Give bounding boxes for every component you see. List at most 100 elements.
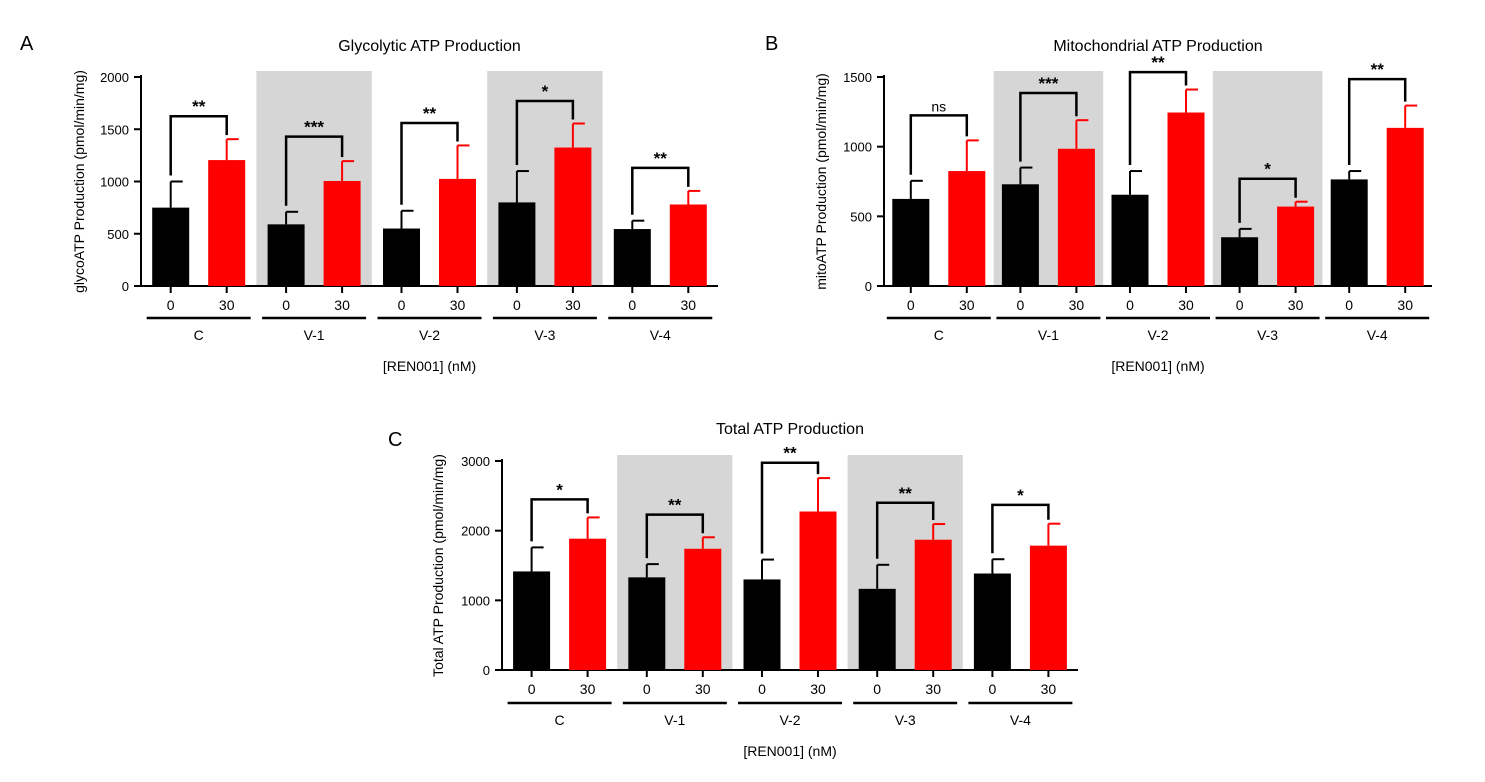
dose-label: 30 bbox=[219, 297, 235, 313]
bar-v-4-0 bbox=[973, 573, 1011, 670]
significance-bracket bbox=[1238, 177, 1297, 223]
group-label-v-1: V-1 bbox=[1038, 327, 1059, 343]
group-label-c: C bbox=[194, 327, 204, 343]
bar-v-4-0 bbox=[613, 229, 651, 286]
x-axis-label: [REN001] (nM) bbox=[743, 743, 836, 759]
significance-bracket bbox=[1128, 70, 1188, 166]
y-tick-label: 0 bbox=[122, 279, 129, 294]
dose-label: 0 bbox=[758, 681, 766, 697]
bar-c-30 bbox=[208, 160, 246, 286]
y-axis-label: glycoATP Production (pmol/min/mg) bbox=[71, 70, 87, 293]
group-label-v-1: V-1 bbox=[664, 712, 685, 728]
bar-v-3-30 bbox=[1277, 206, 1315, 286]
bar-v-4-30 bbox=[1386, 127, 1424, 287]
dose-label: 30 bbox=[450, 297, 466, 313]
significance-label: * bbox=[1264, 160, 1271, 179]
bar-v-3-0 bbox=[498, 202, 536, 286]
dose-label: 30 bbox=[810, 681, 826, 697]
significance-bracket bbox=[1347, 77, 1407, 166]
dose-label: 0 bbox=[907, 297, 915, 313]
y-tick-label: 500 bbox=[107, 227, 129, 242]
dose-label: 0 bbox=[1236, 297, 1244, 313]
panel-label-c: C bbox=[388, 429, 402, 451]
significance-label: * bbox=[1017, 486, 1024, 505]
significance-label: ** bbox=[192, 97, 206, 116]
significance-label: *** bbox=[1038, 74, 1058, 93]
dose-label: 0 bbox=[1017, 297, 1025, 313]
y-tick-label: 2000 bbox=[461, 524, 490, 539]
significance-label: * bbox=[542, 82, 549, 101]
dose-label: 30 bbox=[1288, 297, 1304, 313]
y-axis-label: mitoATP Production (pmol/min/mg) bbox=[813, 73, 829, 290]
significance-bracket bbox=[284, 135, 344, 206]
chart-title: Total ATP Production bbox=[716, 421, 864, 438]
bar-v-2-0 bbox=[743, 579, 781, 670]
dose-label: 30 bbox=[1178, 297, 1194, 313]
significance-bracket bbox=[530, 498, 589, 542]
y-axis-label: Total ATP Production (pmol/min/mg) bbox=[430, 454, 446, 677]
bar-v-3-30 bbox=[554, 147, 592, 286]
bar-v-1-0 bbox=[628, 577, 666, 670]
dose-label: 30 bbox=[1397, 297, 1413, 313]
dose-label: 30 bbox=[695, 681, 711, 697]
significance-label: ** bbox=[423, 104, 437, 123]
dose-label: 30 bbox=[959, 297, 975, 313]
y-tick-label: 0 bbox=[865, 279, 872, 294]
group-label-v-1: V-1 bbox=[304, 327, 325, 343]
panel-label-b: B bbox=[765, 33, 778, 55]
chart-title: Mitochondrial ATP Production bbox=[1053, 38, 1262, 55]
x-axis-label: [REN001] (nM) bbox=[1111, 358, 1204, 374]
bar-v-2-0 bbox=[383, 228, 420, 286]
bar-v-4-30 bbox=[1029, 545, 1067, 670]
dose-label: 30 bbox=[334, 297, 350, 313]
chart-title: Glycolytic ATP Production bbox=[338, 38, 521, 55]
dose-label: 0 bbox=[1126, 297, 1134, 313]
bar-v-3-0 bbox=[858, 588, 896, 670]
significance-bracket bbox=[515, 99, 575, 166]
dose-label: 0 bbox=[167, 297, 175, 313]
dose-label: 0 bbox=[528, 681, 536, 697]
dose-label: 0 bbox=[282, 297, 290, 313]
significance-label: * bbox=[556, 480, 563, 499]
dose-label: 0 bbox=[513, 297, 521, 313]
group-label-v-3: V-3 bbox=[534, 327, 555, 343]
y-tick-label: 1500 bbox=[843, 70, 872, 85]
dose-label: 30 bbox=[580, 681, 596, 697]
x-axis-label: [REN001] (nM) bbox=[383, 358, 476, 374]
y-tick-label: 1000 bbox=[100, 175, 129, 190]
panel-label-a: A bbox=[20, 33, 34, 55]
dose-label: 0 bbox=[643, 681, 651, 697]
dose-label: 30 bbox=[1041, 681, 1057, 697]
bar-v-2-0 bbox=[1111, 194, 1149, 286]
bar-c-30 bbox=[948, 171, 986, 286]
y-tick-label: 1000 bbox=[461, 593, 490, 608]
dose-label: 30 bbox=[1069, 297, 1085, 313]
group-label-v-2: V-2 bbox=[779, 712, 800, 728]
bar-v-3-30 bbox=[914, 539, 952, 670]
group-label-v-2: V-2 bbox=[1147, 327, 1168, 343]
bar-c-30 bbox=[569, 538, 607, 670]
significance-bracket bbox=[909, 114, 969, 175]
dose-label: 0 bbox=[628, 297, 636, 313]
bar-v-2-30 bbox=[799, 511, 837, 670]
bar-v-3-0 bbox=[1221, 237, 1259, 286]
dose-label: 30 bbox=[565, 297, 581, 313]
dose-label: 0 bbox=[989, 681, 997, 697]
group-label-v-3: V-3 bbox=[1257, 327, 1278, 343]
significance-bracket bbox=[631, 166, 690, 215]
significance-bracket bbox=[169, 114, 228, 176]
significance-label: ** bbox=[783, 444, 797, 463]
significance-label: ** bbox=[899, 484, 913, 503]
group-label-c: C bbox=[934, 327, 944, 343]
group-label-v-4: V-4 bbox=[1010, 712, 1031, 728]
significance-label: ** bbox=[1371, 60, 1385, 79]
significance-label: ** bbox=[1151, 53, 1165, 72]
significance-label: ** bbox=[654, 149, 668, 168]
significance-bracket bbox=[991, 503, 1050, 554]
significance-bracket bbox=[645, 513, 705, 559]
group-label-v-4: V-4 bbox=[650, 327, 671, 343]
dose-label: 0 bbox=[398, 297, 406, 313]
bar-c-0 bbox=[513, 571, 551, 670]
bar-v-1-30 bbox=[1057, 148, 1095, 286]
y-tick-label: 0 bbox=[483, 663, 490, 678]
